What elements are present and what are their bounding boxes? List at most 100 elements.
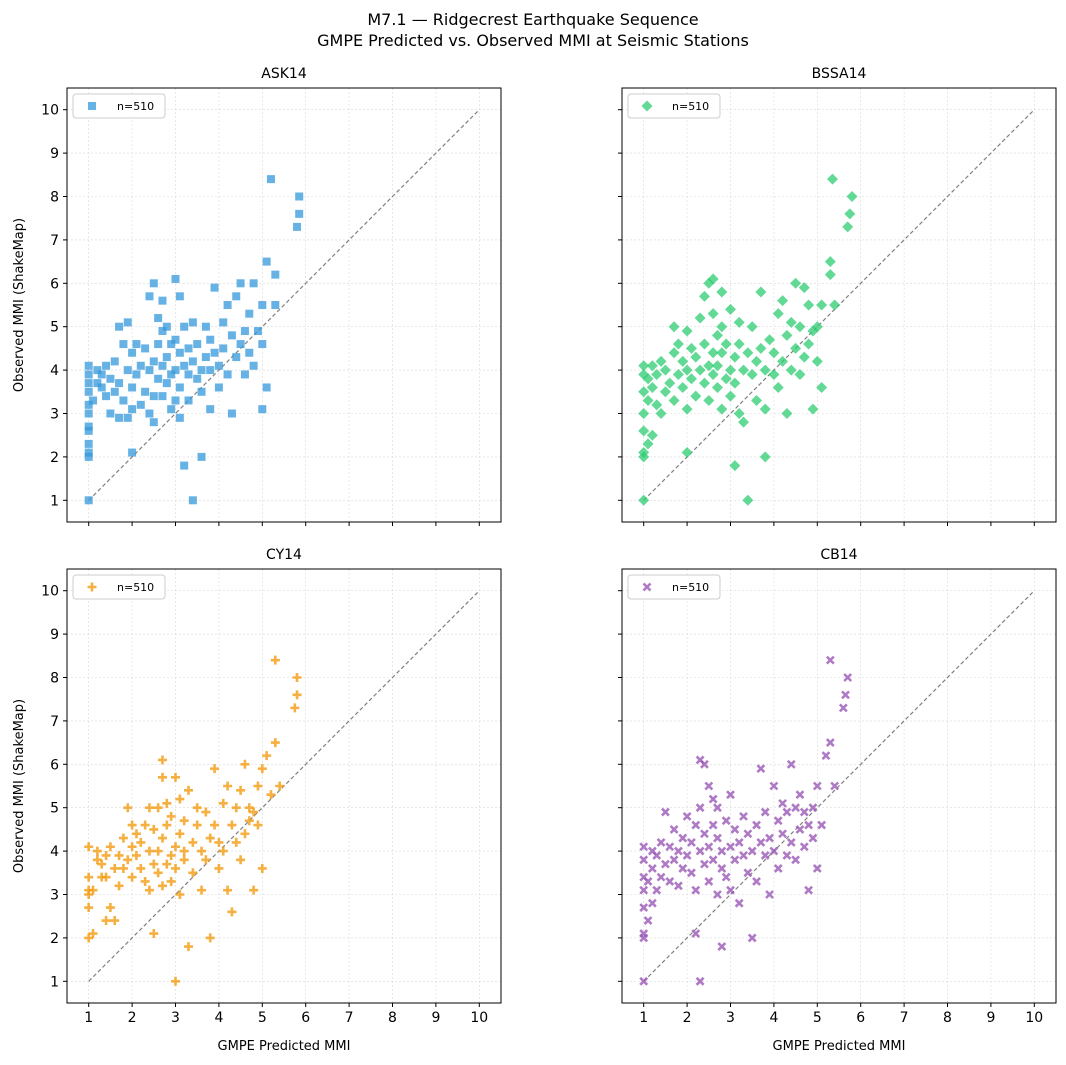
data-point-1 [639, 933, 649, 943]
data-point-66 [738, 364, 750, 376]
data-point-91 [799, 807, 809, 817]
data-point-104 [824, 269, 836, 281]
data-point-57 [726, 790, 735, 800]
data-point-38 [700, 859, 709, 869]
data-point-55 [726, 842, 735, 852]
data-point-71 [201, 807, 211, 817]
data-point-92 [794, 368, 806, 380]
data-point-58 [167, 370, 176, 379]
x-tick-label: 7 [345, 1010, 354, 1026]
data-point-67 [747, 846, 757, 856]
data-point-91 [790, 342, 802, 354]
data-point-70 [180, 322, 189, 331]
data-point-83 [772, 381, 784, 393]
data-point-44 [157, 833, 167, 843]
data-point-84 [777, 355, 789, 367]
data-point-33 [128, 348, 137, 357]
data-point-63 [733, 338, 745, 350]
data-point-70 [756, 764, 766, 774]
y-tick-label: 1 [50, 493, 59, 509]
data-point-51 [716, 403, 728, 415]
data-point-61 [171, 274, 180, 283]
data-point-6 [88, 929, 98, 939]
data-point-74 [205, 933, 215, 943]
data-point-83 [201, 353, 210, 362]
data-point-31 [128, 405, 137, 414]
data-point-99 [232, 353, 241, 362]
y-tick-label: 10 [41, 584, 59, 600]
data-point-71 [756, 838, 766, 847]
data-point-109 [844, 208, 856, 220]
y-tick-label: 3 [50, 888, 59, 904]
panel-cy14: 1 2 3 4 5 6 7 8 9 10 1 2 3 4 5 6 7 8 9 10 CY14 GMPE Predicted… [12, 547, 502, 1054]
data-point-54 [721, 872, 731, 882]
data-point-74 [765, 890, 774, 899]
data-point-83 [782, 807, 792, 817]
data-point-12 [89, 396, 98, 405]
data-point-38 [136, 361, 145, 370]
data-point-113 [262, 383, 271, 392]
data-point-62 [739, 851, 748, 860]
legend-box [627, 574, 721, 600]
data-point-77 [188, 496, 197, 505]
x-tick-label: 8 [943, 1010, 952, 1026]
data-point-71 [746, 321, 758, 333]
data-point-17 [102, 392, 111, 401]
data-point-57 [175, 829, 185, 839]
y-tick-label: 8 [50, 671, 59, 687]
data-point-21 [668, 394, 680, 406]
data-point-43 [703, 277, 715, 289]
data-point-98 [232, 292, 241, 301]
data-point-11 [84, 361, 93, 370]
data-point-47 [707, 273, 719, 285]
data-point-93 [219, 344, 228, 353]
data-point-30 [687, 838, 696, 847]
panel-title: CB14 [820, 547, 857, 563]
data-point-33 [691, 929, 701, 938]
data-point-73 [751, 394, 763, 406]
data-point-52 [717, 942, 727, 951]
data-point-36 [132, 340, 141, 349]
data-point-70 [197, 846, 207, 856]
data-point-45 [708, 820, 718, 830]
data-point-64 [733, 408, 745, 419]
data-point-65 [188, 837, 198, 847]
legend-label: n=510 [117, 100, 154, 113]
data-point-39 [149, 929, 159, 939]
data-point-26 [127, 872, 137, 882]
data-point-34 [128, 448, 137, 457]
data-point-41 [703, 360, 715, 372]
data-point-95 [253, 781, 263, 791]
y-tick-label: 5 [50, 320, 59, 336]
data-point-58 [730, 855, 740, 865]
data-point-28 [681, 403, 693, 415]
data-point-23 [668, 321, 680, 333]
data-point-37 [694, 312, 706, 324]
data-point-78 [193, 374, 202, 383]
data-point-62 [179, 855, 189, 865]
data-point-77 [759, 364, 771, 376]
data-point-84 [786, 759, 796, 769]
data-point-20 [665, 842, 675, 852]
one-to-one-reference-line [643, 590, 1035, 982]
data-point-54 [158, 327, 167, 336]
data-point-11 [646, 429, 658, 441]
data-point-26 [119, 340, 128, 349]
data-point-100 [266, 790, 276, 800]
data-point-12 [101, 916, 111, 926]
x-tick-label: 8 [388, 1010, 397, 1026]
one-to-one-reference-line [643, 109, 1035, 501]
data-point-32 [685, 373, 697, 385]
data-point-104 [841, 690, 850, 700]
data-point-61 [179, 816, 189, 826]
data-point-25 [672, 338, 684, 350]
data-point-92 [244, 816, 254, 826]
data-point-95 [223, 370, 232, 379]
data-point-3 [638, 425, 650, 437]
data-point-26 [677, 381, 689, 393]
data-point-20 [664, 377, 676, 389]
data-point-61 [734, 898, 744, 908]
axes-frame [621, 87, 1057, 523]
data-point-31 [691, 885, 701, 895]
scatter-series [84, 175, 304, 505]
